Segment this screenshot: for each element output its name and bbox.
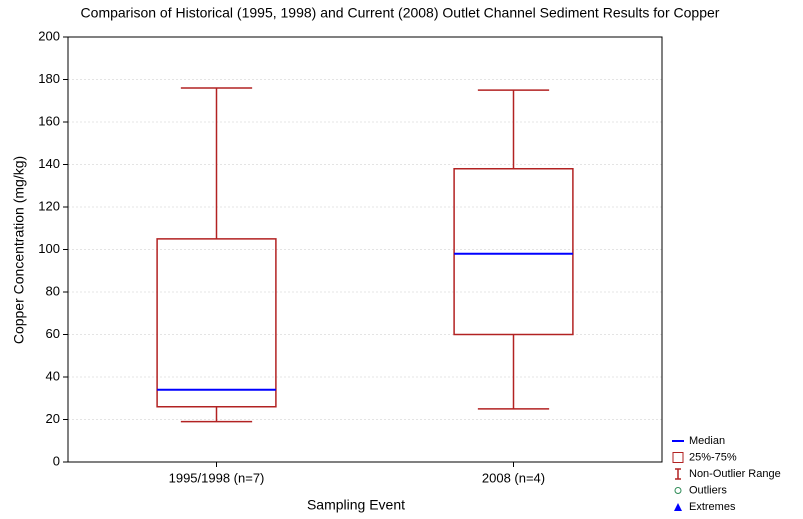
y-tick-label: 20	[46, 411, 60, 426]
y-tick-label: 60	[46, 326, 60, 341]
legend-label: Outliers	[689, 484, 727, 496]
box	[453, 168, 574, 336]
y-tick-label: 140	[38, 156, 60, 171]
y-tick-label: 160	[38, 113, 60, 128]
legend-label: Non-Outlier Range	[689, 468, 781, 480]
legend-icon	[674, 503, 682, 511]
y-tick-label: 80	[46, 283, 60, 298]
legend-icon	[674, 487, 682, 494]
legend-icon	[672, 452, 684, 463]
legend-label: 25%-75%	[689, 451, 737, 463]
legend-label: Extremes	[689, 501, 736, 513]
chart-title: Comparison of Historical (1995, 1998) an…	[81, 5, 720, 21]
y-axis-label: Copper Concentration (mg/kg)	[11, 156, 27, 344]
box	[156, 238, 277, 408]
legend-label: Median	[689, 435, 725, 447]
legend-icon	[675, 468, 681, 480]
y-tick-label: 180	[38, 71, 60, 86]
y-tick-label: 0	[53, 453, 60, 468]
x-tick-label: 1995/1998 (n=7)	[169, 470, 265, 485]
y-tick-label: 200	[38, 28, 60, 43]
y-tick-label: 100	[38, 241, 60, 256]
x-tick-label: 2008 (n=4)	[482, 470, 545, 485]
x-axis-label: Sampling Event	[307, 497, 405, 513]
y-tick-label: 40	[46, 368, 60, 383]
plot-frame	[67, 36, 663, 463]
y-tick-label: 120	[38, 198, 60, 213]
